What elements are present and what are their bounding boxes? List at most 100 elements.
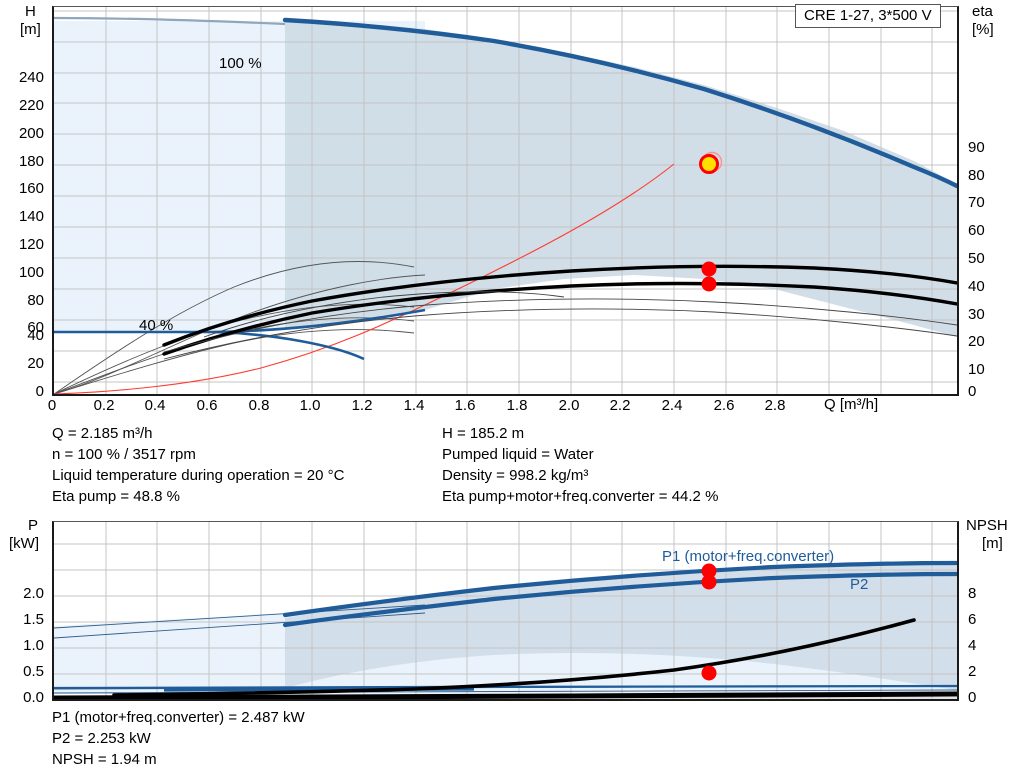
- p2-legend-label: P2: [850, 576, 869, 593]
- x-tick-label: 0.2: [93, 397, 115, 414]
- y-tick-label: 240: [18, 69, 44, 86]
- x-tick-label: 0.6: [196, 397, 218, 414]
- x-tick-label: 0.4: [144, 397, 166, 414]
- x-tick-label: 2.8: [764, 397, 786, 414]
- h-axis-caption: H: [25, 3, 36, 20]
- head-plot-area: 100 % 40 %: [52, 6, 959, 396]
- info-line: Q = 2.185 m³/h: [52, 425, 153, 442]
- npsh-tick-label: 4: [968, 637, 977, 654]
- h-axis-unit: [m]: [20, 21, 41, 38]
- power-info-block: P1 (motor+freq.converter) = 2.487 kW P2 …: [52, 707, 305, 770]
- duty-info-right: H = 185.2 m Pumped liquid = Water Densit…: [442, 423, 718, 507]
- eta-axis-caption: eta: [972, 3, 993, 20]
- info-line: Pumped liquid = Water: [442, 446, 594, 463]
- y-tick-label: 60: [27, 319, 44, 336]
- head-curve-100: [282, 17, 957, 189]
- info-line: NPSH = 1.94 m: [52, 751, 157, 768]
- speed-label-100: 100 %: [219, 55, 262, 72]
- y-tick-label: 220: [18, 97, 44, 114]
- y-tick-label: 160: [18, 180, 44, 197]
- y-tick-label: 0: [35, 383, 44, 400]
- info-line: H = 185.2 m: [442, 425, 525, 442]
- system-curve: [54, 163, 675, 394]
- efficiency-family-curves: [163, 291, 957, 360]
- p1-legend-label: P1 (motor+freq.converter): [662, 548, 835, 565]
- y-tick-label: 20: [27, 355, 44, 372]
- duty-point-eta-total[interactable]: [701, 276, 717, 292]
- y2-tick-label: 50: [968, 250, 985, 267]
- y2-tick-label: 90: [968, 139, 985, 156]
- npsh-baseline: [54, 691, 957, 699]
- info-line: Liquid temperature during operation = 20…: [52, 467, 345, 484]
- npsh-tick-label: 0: [968, 689, 977, 706]
- p1-curve: [282, 560, 957, 618]
- npsh-axis-caption: NPSH: [966, 517, 1008, 534]
- efficiency-pump-curve: [162, 264, 957, 347]
- x-tick-label: 1.2: [351, 397, 373, 414]
- head-efficiency-chart: H [m] eta [%] CRE 1-27, 3*500 V 240 220 …: [18, 3, 994, 415]
- info-line: P2 = 2.253 kW: [52, 730, 151, 747]
- npsh-axis-unit: [m]: [982, 535, 1003, 552]
- y-tick-label: 200: [18, 125, 44, 142]
- duty-point-markers: [699, 151, 723, 292]
- duty-point-p2[interactable]: [701, 574, 717, 590]
- p-tick-label: 1.5: [23, 611, 44, 628]
- p-tick-label: 0.5: [23, 663, 44, 680]
- npsh-tick-label: 8: [968, 585, 977, 602]
- y2-tick-label: 70: [968, 194, 985, 211]
- x-tick-label: 0: [47, 397, 57, 414]
- pump-model-title: CRE 1-27, 3*500 V: [795, 4, 941, 28]
- x-tick-label: 0.8: [248, 397, 270, 414]
- y2-tick-label: 80: [968, 167, 985, 184]
- operating-envelope: [54, 20, 957, 337]
- npsh-tick-label: 2: [968, 663, 977, 680]
- duty-point-eta-pump[interactable]: [701, 261, 717, 277]
- npsh-curve: [112, 618, 916, 697]
- p2-curve: [282, 571, 957, 628]
- y-tick-label: 120: [18, 236, 44, 253]
- duty-info-left: Q = 2.185 m³/h n = 100 % / 3517 rpm Liqu…: [52, 423, 344, 507]
- x-tick-label: 1.8: [506, 397, 528, 414]
- npsh-tick-label: 6: [968, 611, 977, 628]
- power-plot-svg: [54, 522, 957, 699]
- y2-tick-label: 20: [968, 333, 985, 350]
- h-axis-caption-unit: H: [25, 4, 36, 20]
- duty-point-npsh[interactable]: [701, 665, 717, 681]
- power-duty-markers: [701, 563, 717, 681]
- x-tick-label: 1.0: [299, 397, 321, 414]
- q-axis-caption: Q [m³/h]: [824, 396, 879, 413]
- x-tick-label: 2.6: [713, 397, 735, 414]
- info-line: n = 100 % / 3517 rpm: [52, 446, 196, 463]
- eta-axis-unit: [%]: [972, 21, 994, 38]
- x-tick-label: 1.6: [454, 397, 476, 414]
- p-tick-label: 1.0: [23, 637, 44, 654]
- y2-tick-label: 30: [968, 306, 985, 323]
- power-npsh-chart: P [kW] NPSH [m] 2.0 1.5 1.0 0.5 0.0 8 6 …: [0, 515, 1024, 707]
- p-tick-label: 2.0: [23, 585, 44, 602]
- y2-tick-label: 10: [968, 361, 985, 378]
- x-tick-label: 2.2: [609, 397, 631, 414]
- x-tick-label: 2.4: [661, 397, 683, 414]
- x-tick-label: 2.0: [558, 397, 580, 414]
- head-plot-svg: [54, 7, 957, 394]
- y-tick-label: 80: [27, 292, 44, 309]
- info-line: Density = 998.2 kg/m³: [442, 467, 589, 484]
- duty-point-head[interactable]: [699, 154, 719, 174]
- y-tick-label: 180: [18, 153, 44, 170]
- speed-label-40: 40 %: [139, 317, 174, 334]
- power-plot-area: P1 (motor+freq.converter) P2: [52, 521, 959, 701]
- info-line: Eta pump+motor+freq.converter = 44.2 %: [442, 488, 719, 505]
- head-curve-100-dim: [54, 16, 286, 26]
- y2-tick-label: 0: [968, 383, 977, 400]
- y2-tick-label: 40: [968, 278, 985, 295]
- p-tick-label: 0.0: [23, 689, 44, 706]
- y2-tick-label: 60: [968, 222, 985, 239]
- p-axis-caption: P: [28, 517, 39, 534]
- efficiency-total-curve: [162, 281, 957, 356]
- y-tick-label: 140: [18, 208, 44, 225]
- y-tick-label: 100: [18, 264, 44, 281]
- p-axis-unit: [kW]: [9, 535, 39, 552]
- y-tick-label: 40: [27, 327, 44, 344]
- info-line: P1 (motor+freq.converter) = 2.487 kW: [52, 709, 305, 726]
